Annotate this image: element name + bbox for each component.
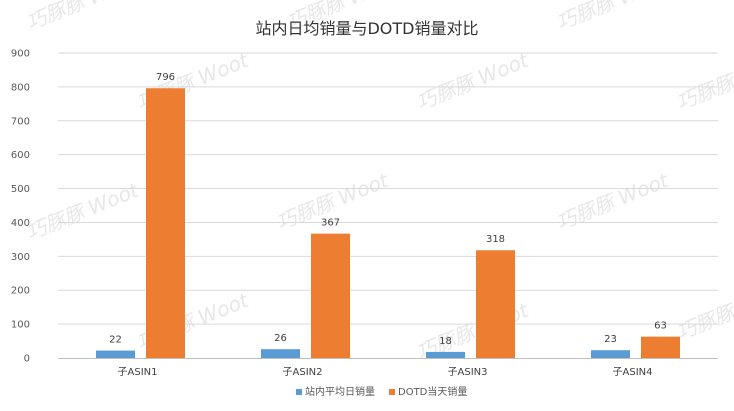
bar-dotd-3 <box>476 250 515 358</box>
watermark-text: 巧豚豚 Woot <box>23 178 143 245</box>
y-tick-label: 400 <box>11 218 30 229</box>
x-tick-label: 子ASIN1 <box>118 366 158 378</box>
legend-label: DOTD当天销量 <box>398 385 467 398</box>
data-label: 22 <box>109 335 122 346</box>
x-axis: 子ASIN1 子ASIN2 子ASIN3 子ASIN4 <box>58 358 718 378</box>
y-tick-label: 300 <box>11 252 30 263</box>
y-tick-label: 200 <box>11 286 30 297</box>
data-label: 318 <box>486 234 505 245</box>
bar-dotd-2 <box>311 233 350 358</box>
y-tick-label: 800 <box>11 82 30 93</box>
legend-label: 站内平均日销量 <box>305 385 375 398</box>
data-label: 18 <box>439 336 452 347</box>
chart-title: 站内日均销量与DOTD销量对比 <box>255 19 478 38</box>
x-tick-label: 子ASIN4 <box>613 366 653 378</box>
data-label: 63 <box>654 321 667 332</box>
bars <box>96 88 680 358</box>
watermark-text: 巧豚豚 Woot <box>413 48 533 115</box>
x-tick-label: 子ASIN3 <box>448 366 488 378</box>
data-label: 26 <box>274 333 287 344</box>
y-tick-label: 700 <box>11 116 30 127</box>
bar-dotd-4 <box>641 336 680 358</box>
watermark-text: 巧豚豚 Woot <box>673 48 734 115</box>
bar-dotd-1 <box>146 88 185 358</box>
watermark-text: 巧豚豚 Woot <box>23 0 143 35</box>
data-label: 796 <box>156 72 175 83</box>
y-tick-label: 100 <box>11 320 30 331</box>
data-label: 23 <box>604 334 617 345</box>
bar-daily-avg-3 <box>426 351 465 358</box>
legend-swatch <box>296 389 302 395</box>
y-tick-label: 600 <box>11 150 30 161</box>
bar-daily-avg-1 <box>96 350 135 358</box>
y-tick-label: 500 <box>11 184 30 195</box>
y-tick-label: 0 <box>24 354 30 365</box>
bar-daily-avg-4 <box>591 350 630 358</box>
bar-daily-avg-2 <box>261 349 300 358</box>
y-tick-label: 900 <box>11 49 30 60</box>
data-label: 367 <box>321 218 340 229</box>
watermark-text: 巧豚豚 Woot <box>673 278 734 345</box>
watermark-text: 巧豚豚 Woot <box>553 0 673 35</box>
legend: 站内平均日销量 DOTD当天销量 <box>296 385 467 398</box>
data-labels: 22 796 26 367 18 318 23 63 <box>109 72 667 347</box>
x-tick-label: 子ASIN2 <box>283 366 323 378</box>
legend-swatch <box>389 389 395 395</box>
watermark-text: 巧豚豚 Woot <box>553 168 673 235</box>
